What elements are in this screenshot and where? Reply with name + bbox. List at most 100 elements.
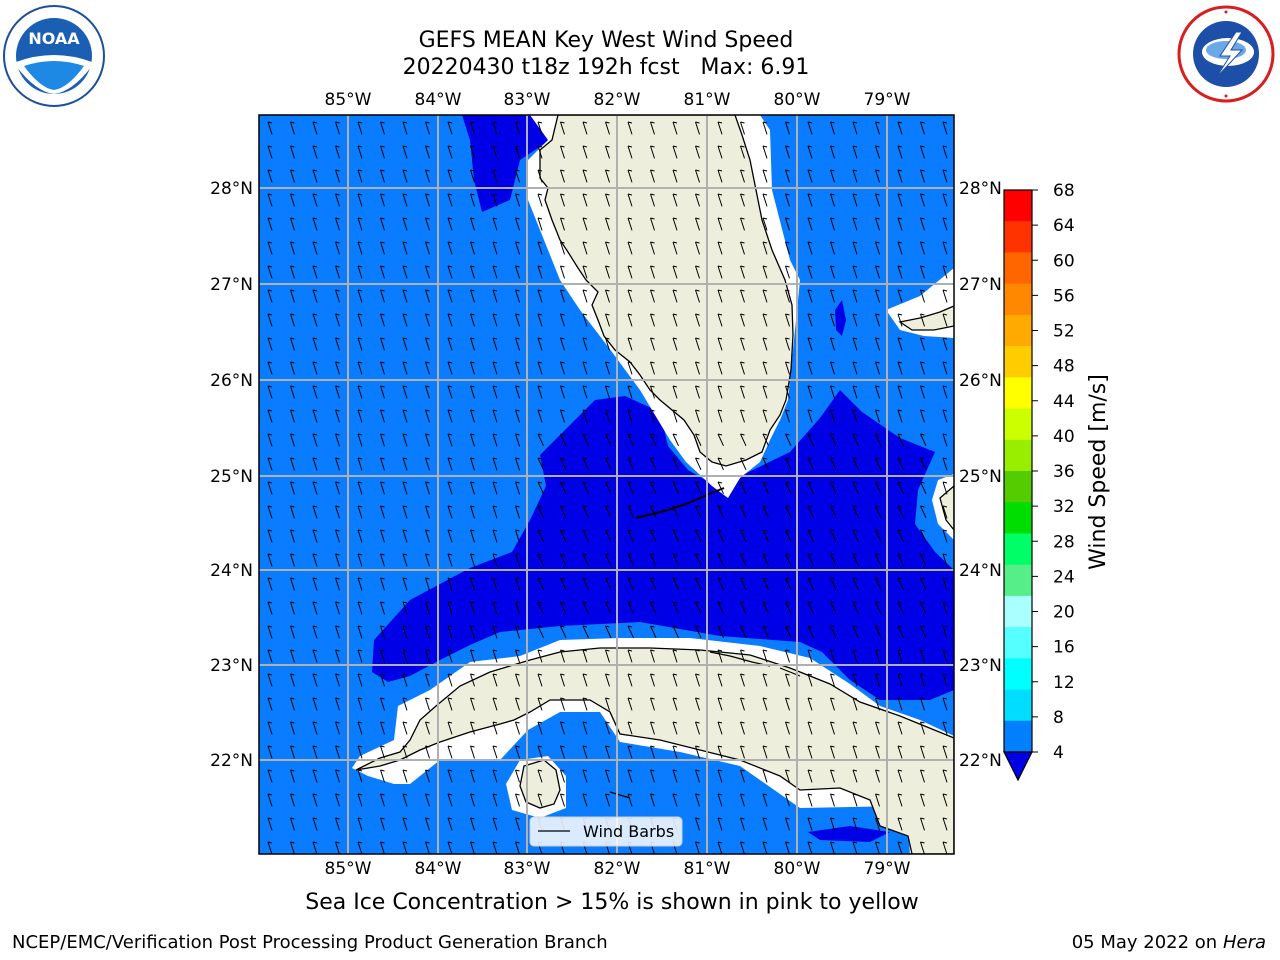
wind-barb-flag [807,817,813,820]
wind-barb-flag [942,673,948,676]
wind-barb [875,673,880,687]
wind-barb [537,577,544,591]
wind-barb-flag [740,841,745,844]
wind-barb-flag [717,505,723,508]
chart-subtitle: 20220430 t18z 192h fcst Max: 6.91 [402,55,810,80]
wind-barb [447,601,453,615]
wind-barb [920,697,925,711]
wind-barb-flag [785,697,790,700]
wind-barb-flag [290,505,295,508]
colorbar-label: Wind Speed [m/s] [1086,374,1111,570]
wind-barb-flag [425,553,430,556]
wind-barb-flag [852,793,858,796]
wind-barb [672,505,679,519]
wind-barb [425,385,430,399]
wind-barb-flag [942,433,948,436]
wind-barb-flag [267,625,273,628]
wind-barb [402,121,408,135]
wind-barb-flag [920,361,925,364]
wind-barb [695,841,700,854]
wind-barb [942,313,948,327]
wind-barb-flag [875,625,880,628]
wind-barb-flag [380,793,385,796]
wind-barb-flag [312,385,318,388]
wind-barb-flag [785,385,790,388]
wind-barb [695,817,700,831]
wind-barb [807,793,813,807]
wind-barb [312,841,318,854]
wind-barb [740,481,747,495]
nws-logo [1177,5,1275,103]
wind-barb-flag [830,745,835,748]
wind-barb [605,217,610,231]
wind-barb-flag [807,241,813,244]
wind-barb [357,625,363,639]
wind-barb [582,337,588,351]
wind-barb-flag [762,673,768,676]
wind-barb [897,457,904,471]
wind-barb [650,481,657,495]
wind-barb-flag [402,409,408,412]
wind-barb [267,433,273,447]
wind-barb [875,169,880,183]
wind-barb [425,217,430,231]
wind-barb [830,433,837,447]
wind-barb [695,601,702,615]
wind-barb [650,793,655,807]
wind-barb-flag [515,169,520,172]
wind-barb-flag [335,673,340,676]
wind-barb-flag [582,121,588,124]
wind-barb-flag [267,409,273,412]
wind-barb [267,601,273,615]
wind-barb-flag [875,361,880,364]
wind-barb [312,145,318,159]
lat-label-right: 22°N [959,751,1002,771]
wind-barb [447,673,453,687]
wind-barb-flag [650,769,655,772]
wind-barb-flag [875,601,880,604]
wind-barb [470,793,475,807]
wind-barb-flag [785,721,790,724]
wind-barb-flag [560,721,565,724]
wind-barb [312,433,318,447]
wind-barb-flag [672,601,678,604]
wind-barb-flag [807,769,813,772]
wind-barb-flag [605,313,610,316]
wind-barb [470,745,475,759]
wind-barb-flag [695,745,700,748]
wind-barb [312,577,318,591]
wind-barb-flag [560,265,565,268]
wind-barb-flag [807,289,813,292]
wind-barb-flag [627,313,633,316]
wind-barb [447,529,453,543]
wind-barb-flag [335,481,340,484]
wind-barb-flag [492,841,498,844]
wind-barb [920,289,925,303]
wind-barb-flag [762,601,768,604]
wind-barb-flag [357,505,363,508]
wind-barb [852,241,858,255]
wind-barb [582,529,589,543]
wind-barb-flag [942,649,948,652]
wind-barb [357,217,363,231]
wind-barb [897,265,903,279]
wind-barb-flag [582,673,588,676]
wind-barb [830,841,835,854]
wind-barb [672,121,678,135]
wind-barb [380,601,385,615]
wind-barb-flag [515,121,520,124]
wind-barb [785,481,792,495]
wind-barb [717,529,724,543]
wind-barb-flag [852,769,858,772]
wind-barb [312,529,318,543]
wind-barb [785,121,790,135]
wind-barb [605,457,612,471]
wind-barb-flag [762,793,768,796]
wind-barb [402,721,408,735]
wind-barb [335,337,340,351]
wind-barb-flag [312,673,318,676]
wind-barb [762,145,768,159]
wind-barb [875,529,882,543]
wind-barb [807,505,814,519]
wind-barb-flag [447,769,453,772]
